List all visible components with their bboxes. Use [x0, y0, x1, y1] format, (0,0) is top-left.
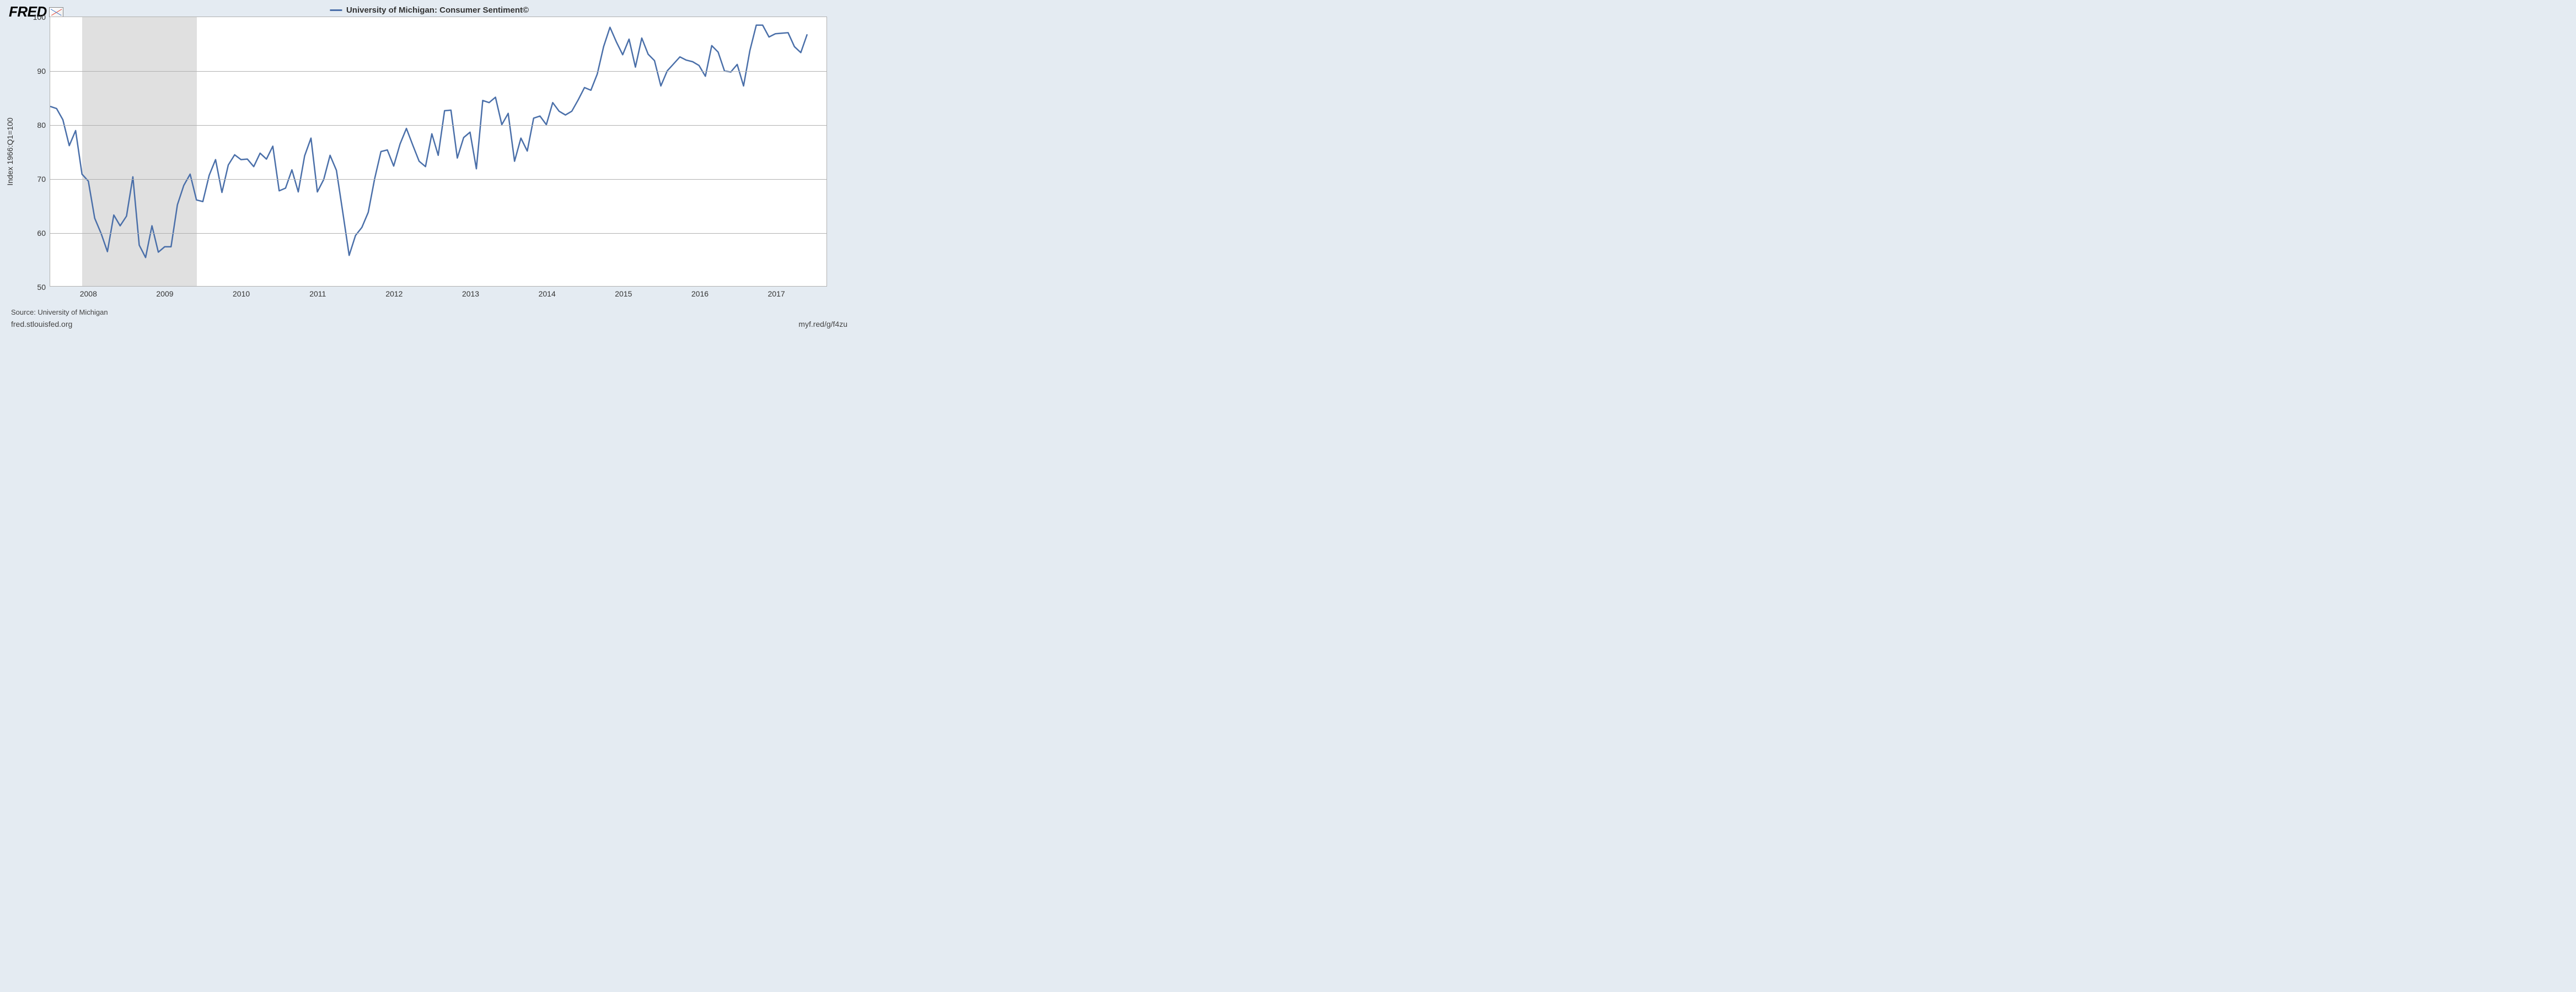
sentiment-line — [50, 25, 807, 258]
footer-link: myf.red/g/f4zu — [798, 320, 847, 328]
x-tick-label: 2009 — [156, 289, 173, 298]
x-tick-label: 2016 — [691, 289, 709, 298]
gridline — [50, 233, 827, 234]
x-tick-label: 2008 — [80, 289, 97, 298]
x-tick-label: 2017 — [768, 289, 785, 298]
y-tick-label: 80 — [37, 121, 46, 130]
footer-site: fred.stlouisfed.org — [11, 320, 72, 328]
y-tick-label: 90 — [37, 67, 46, 76]
y-tick-label: 100 — [33, 13, 46, 21]
x-tick-label: 2012 — [385, 289, 402, 298]
x-tick-label: 2015 — [615, 289, 632, 298]
x-tick-label: 2011 — [309, 289, 326, 298]
logo-chart-icon — [49, 7, 63, 17]
y-tick-label: 60 — [37, 229, 46, 238]
gridline — [50, 179, 827, 180]
line-series — [50, 17, 827, 286]
chart-legend: University of Michigan: Consumer Sentime… — [330, 6, 529, 15]
source-text: Source: University of Michigan — [11, 308, 108, 316]
y-tick-label: 50 — [37, 283, 46, 292]
y-axis-title: Index 1966:Q1=100 — [6, 117, 14, 185]
legend-label: University of Michigan: Consumer Sentime… — [346, 6, 529, 15]
x-tick-label: 2010 — [233, 289, 250, 298]
chart-container: FRED University of Michigan: Consumer Se… — [0, 0, 858, 331]
x-tick-label: 2014 — [539, 289, 556, 298]
plot-area: 5060708090100200820092010201120122013201… — [50, 17, 827, 287]
gridline — [50, 125, 827, 126]
x-tick-label: 2013 — [462, 289, 479, 298]
gridline — [50, 71, 827, 72]
y-tick-label: 70 — [37, 175, 46, 184]
legend-swatch — [330, 9, 342, 11]
